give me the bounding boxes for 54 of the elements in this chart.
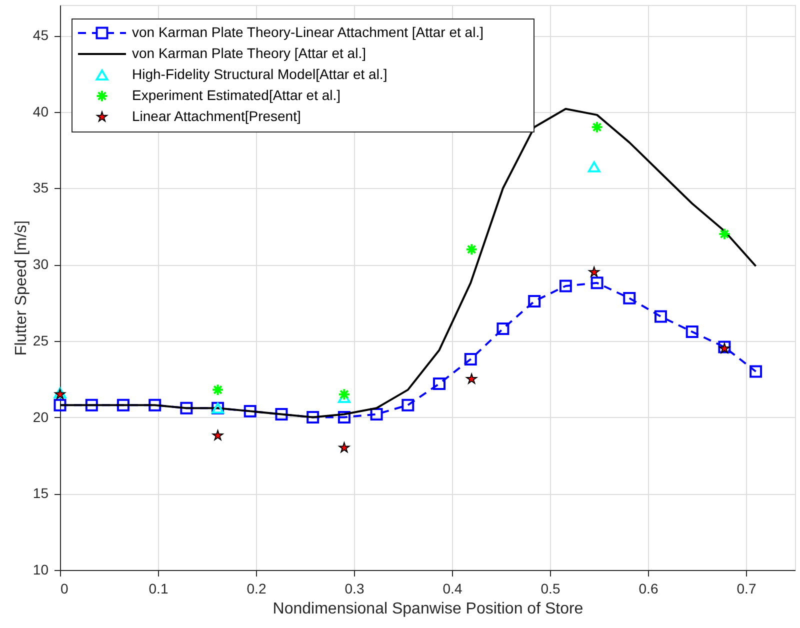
- y-tick-label: 30: [32, 256, 49, 272]
- y-tick-label: 10: [32, 562, 49, 578]
- legend-label: von Karman Plate Theory [Attar et al.]: [132, 45, 366, 61]
- x-tick-label: 0: [60, 580, 68, 596]
- y-tick-label: 25: [32, 332, 49, 348]
- x-tick-label: 0.6: [638, 580, 658, 596]
- point: [686, 326, 698, 338]
- legend-label: High-Fidelity Structural Model[Attar et al.]: [132, 66, 388, 82]
- x-tick-label: 0.3: [344, 580, 364, 596]
- legend-label: Experiment Estimated[Attar et al.]: [132, 87, 341, 103]
- y-tick-label: 40: [32, 103, 49, 120]
- point: [590, 120, 604, 134]
- point: [116, 398, 130, 412]
- point: [338, 442, 350, 453]
- x-tick-label: 0.5: [540, 580, 560, 596]
- point: [654, 310, 667, 323]
- point: [180, 402, 193, 414]
- point: [588, 266, 600, 277]
- point: [212, 430, 224, 440]
- point: [244, 404, 256, 418]
- point: [85, 398, 98, 412]
- point: [718, 228, 731, 240]
- point: [528, 295, 541, 308]
- point: [402, 398, 414, 412]
- point: [496, 322, 510, 335]
- point: [275, 408, 288, 420]
- point: [54, 398, 66, 412]
- y-tick-label: 20: [32, 408, 49, 425]
- y-tick-label: 45: [32, 27, 49, 44]
- point: [338, 411, 350, 424]
- x-tick-label: 0.1: [148, 580, 168, 596]
- point: [590, 276, 604, 290]
- point: [338, 388, 350, 401]
- y-axis-title: Flutter Speed [m/s]: [12, 220, 30, 356]
- point: [750, 365, 762, 378]
- point: [465, 243, 478, 256]
- point: [148, 398, 162, 412]
- point: [588, 161, 600, 172]
- point: [559, 280, 572, 292]
- legend-label: Linear Attachment[Present]: [132, 108, 301, 124]
- legend-label: von Karman Plate Theory-Linear Attachment [Attar et al.]: [132, 24, 484, 40]
- y-tick-label: 35: [32, 180, 49, 196]
- x-tick-label: 0.4: [442, 580, 462, 596]
- point: [370, 408, 383, 420]
- point: [433, 377, 446, 390]
- x-axis-title: Nondimensional Spanwise Position of Store: [272, 600, 584, 618]
- point: [306, 411, 320, 424]
- x-tick-label: 0.2: [246, 580, 266, 596]
- point: [464, 353, 477, 366]
- point: [623, 292, 636, 304]
- point: [212, 384, 224, 396]
- x-tick-label: 0.7: [736, 580, 756, 596]
- y-tick-label: 15: [32, 485, 49, 502]
- point: [466, 373, 478, 384]
